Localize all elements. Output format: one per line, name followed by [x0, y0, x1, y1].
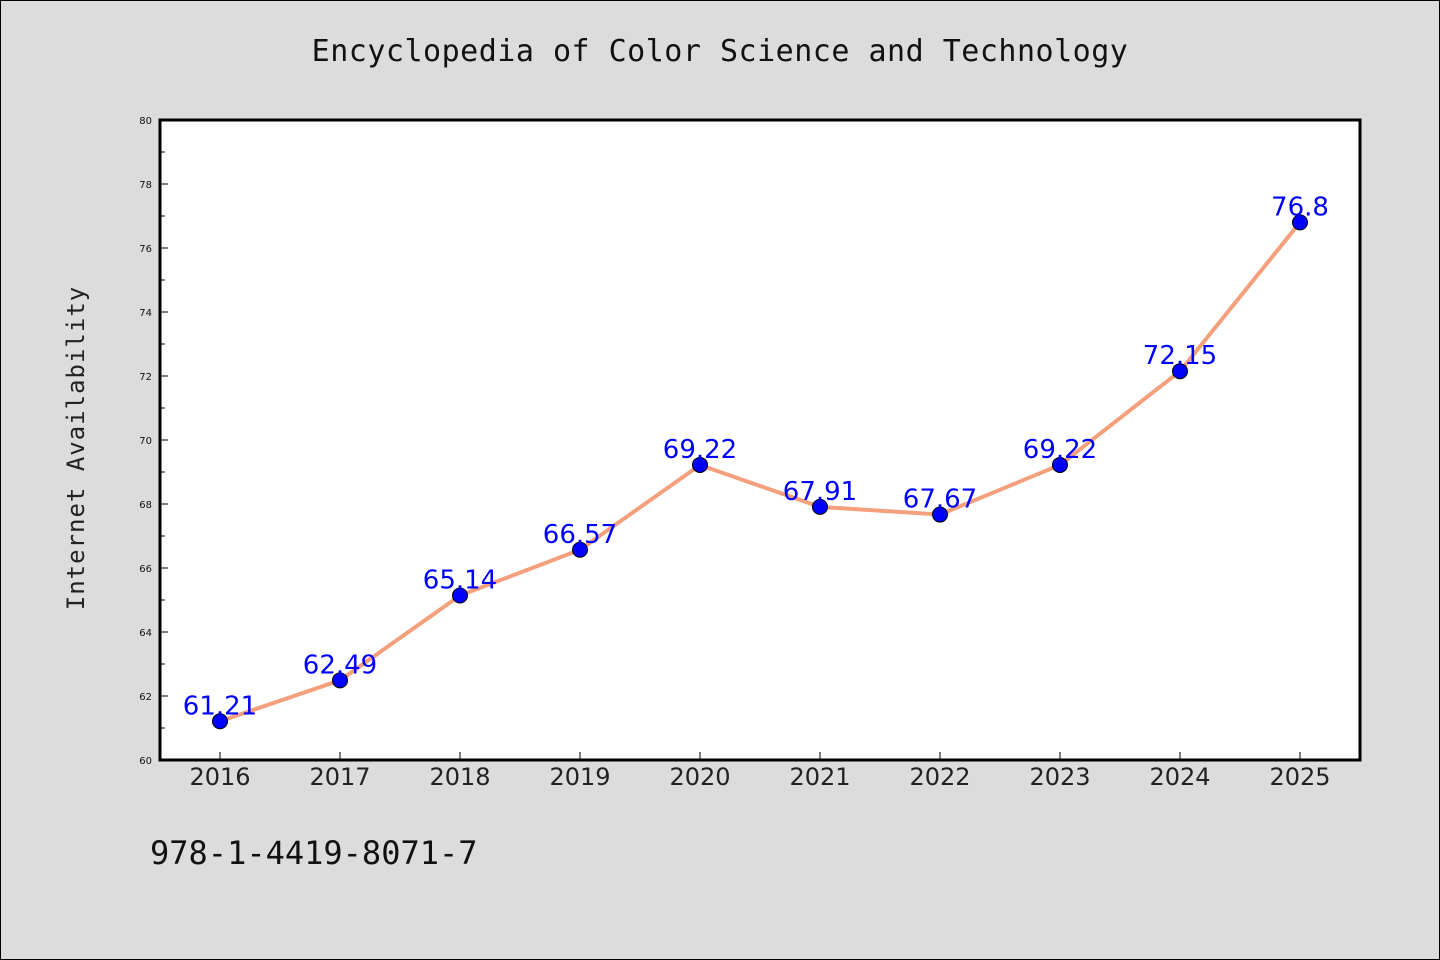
data-label: 69.22 — [1023, 435, 1097, 465]
isbn-text: 978-1-4419-8071-7 — [150, 834, 478, 872]
data-point — [812, 498, 828, 515]
x-tick-label: 2017 — [309, 763, 370, 791]
data-point — [692, 456, 708, 473]
x-tick-label: 2021 — [789, 763, 850, 791]
x-tick-label: 2022 — [909, 763, 970, 791]
data-label: 61.21 — [183, 691, 257, 721]
y-tick-label: 64 — [139, 628, 152, 639]
y-tick-label: 80 — [139, 116, 152, 127]
data-point — [452, 587, 468, 604]
data-point — [1292, 214, 1308, 231]
data-label: 67.67 — [903, 485, 977, 515]
data-label: 66.57 — [543, 520, 617, 550]
data-label: 76.8 — [1271, 192, 1329, 222]
y-tick-label: 62 — [139, 692, 152, 703]
x-tick-label: 2024 — [1149, 763, 1210, 791]
y-tick-label: 72 — [139, 372, 152, 383]
x-tick-label: 2019 — [549, 763, 610, 791]
chart-title: Encyclopedia of Color Science and Techno… — [311, 34, 1129, 69]
y-tick-label: 74 — [139, 308, 152, 319]
y-tick-label: 76 — [139, 244, 152, 255]
data-label: 72.15 — [1143, 341, 1217, 371]
data-point — [212, 713, 228, 730]
x-tick-label: 2025 — [1269, 763, 1330, 791]
data-point — [1052, 456, 1068, 473]
data-label: 67.91 — [783, 477, 857, 507]
y-tick-label: 66 — [139, 564, 152, 575]
data-point — [572, 541, 588, 558]
data-label: 69.22 — [663, 435, 737, 465]
data-label: 62.49 — [303, 650, 377, 680]
y-tick-label: 60 — [139, 756, 152, 767]
y-tick-label: 70 — [139, 436, 152, 447]
data-point — [932, 506, 948, 523]
data-point — [332, 672, 348, 689]
y-tick-label: 78 — [139, 180, 152, 191]
x-tick-label: 2023 — [1029, 763, 1090, 791]
data-label: 65.14 — [423, 566, 497, 596]
series-line — [218, 220, 1302, 724]
plot-frame — [158, 118, 1362, 762]
plot-area — [160, 120, 1360, 760]
y-tick-label: 68 — [139, 500, 152, 511]
x-tick-label: 2020 — [669, 763, 730, 791]
x-tick-label: 2016 — [189, 763, 250, 791]
data-point — [1172, 363, 1188, 380]
x-tick-label: 2018 — [429, 763, 490, 791]
